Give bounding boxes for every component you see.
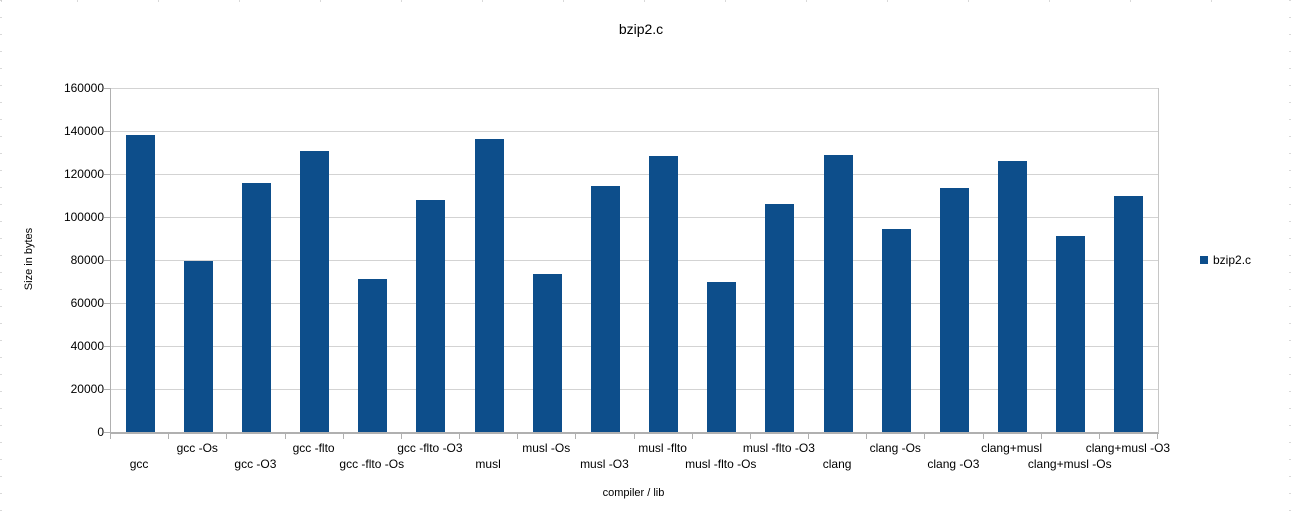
gridline	[111, 174, 1158, 175]
chart-title: bzip2.c	[618, 21, 664, 37]
y-tick-label: 100000	[63, 210, 104, 224]
x-axis-tick	[866, 434, 868, 439]
y-tick-label: 160000	[63, 81, 104, 95]
sheet-row-gridline-marks-right	[1289, 0, 1291, 521]
bar-clang+musl	[998, 161, 1028, 432]
x-axis-tick	[691, 434, 693, 439]
y-tick-label: 120000	[63, 167, 104, 181]
x-axis-tick	[633, 434, 635, 439]
y-tick-label: 60000	[70, 296, 104, 310]
bar-gcc-flto-o3	[416, 200, 446, 432]
x-tick-label: clang+musl -O3	[1085, 441, 1171, 455]
bar-gcc-flto	[300, 151, 330, 432]
y-axis-title: Size in bytes	[23, 227, 35, 291]
x-tick-label: gcc -flto	[292, 441, 335, 455]
gridline	[111, 88, 1158, 89]
x-axis-tick	[924, 434, 926, 439]
y-tick-label: 140000	[63, 124, 104, 138]
bar-musl	[474, 138, 504, 432]
y-tick-label: 0	[97, 425, 104, 439]
y-tick-label: 20000	[70, 382, 104, 396]
bar-musl-flto-o3	[765, 204, 795, 432]
bar-clang-o3	[939, 187, 969, 432]
y-axis-tick	[104, 303, 110, 304]
y-axis-tick	[104, 217, 110, 218]
x-tick-label: gcc -flto -Os	[339, 457, 405, 471]
x-axis-tick	[1040, 434, 1042, 439]
x-tick-label: musl -flto -Os	[685, 457, 757, 471]
x-axis-tick	[168, 434, 170, 439]
sheet-row-gridline-marks-left	[0, 0, 2, 521]
y-axis-tick	[104, 389, 110, 390]
x-axis-tick	[808, 434, 809, 439]
bar-musl-o3	[590, 186, 620, 432]
x-tick-label: gcc	[129, 457, 149, 471]
x-axis-tick	[982, 434, 984, 439]
x-axis-tick	[400, 434, 402, 439]
bar-clang-os	[881, 228, 911, 432]
x-axis-tick	[575, 434, 577, 439]
bar-musl-flto	[649, 155, 679, 432]
x-tick-label: clang -O3	[927, 457, 980, 471]
x-tick-label: musl -flto	[638, 441, 687, 455]
bar-gcc-flto-os	[358, 278, 388, 432]
x-tick-label: gcc -Os	[176, 441, 218, 455]
bar-gcc-os	[183, 261, 213, 432]
bar-musl-flto-os	[707, 282, 737, 432]
bar-clang+musl-o3	[1114, 195, 1144, 432]
x-axis-tick	[517, 434, 519, 439]
x-tick-label: gcc -O3	[234, 457, 277, 471]
bar-clang+musl-os	[1056, 236, 1086, 432]
x-axis-tick	[226, 434, 228, 439]
x-tick-label: musl -flto -O3	[742, 441, 815, 455]
x-tick-label: clang -Os	[869, 441, 921, 455]
gridline	[111, 389, 1158, 390]
plot-area	[110, 88, 1159, 434]
y-tick-label: 40000	[70, 339, 104, 353]
x-axis-tick	[342, 434, 344, 439]
x-axis-tick	[1157, 434, 1158, 439]
y-axis-tick	[104, 174, 110, 175]
y-tick-label: 80000	[70, 253, 104, 267]
bar-musl-os	[532, 274, 562, 432]
x-axis-tick	[110, 434, 111, 439]
sheet-column-gridline-marks	[0, 0, 1291, 2]
bar-gcc	[125, 135, 155, 432]
x-tick-label: clang	[822, 457, 852, 471]
x-axis-tick	[749, 434, 751, 439]
gridline	[111, 303, 1158, 304]
x-tick-label: musl	[475, 457, 501, 471]
y-axis-tick	[104, 260, 110, 261]
x-tick-label: clang+musl -Os	[1027, 457, 1112, 471]
x-axis-tick	[1098, 434, 1100, 439]
y-axis-tick	[104, 131, 110, 132]
gridline	[111, 260, 1158, 261]
x-axis-tick	[284, 434, 286, 439]
y-axis-tick	[104, 346, 110, 347]
x-tick-label: gcc -flto -O3	[397, 441, 463, 455]
x-tick-label: musl -Os	[522, 441, 571, 455]
legend: bzip2.c	[1200, 253, 1251, 267]
gridline	[111, 346, 1158, 347]
gridline	[111, 217, 1158, 218]
y-axis-tick	[104, 432, 110, 433]
bar-clang	[823, 154, 853, 432]
x-tick-label: clang+musl	[981, 441, 1043, 455]
legend-label: bzip2.c	[1213, 253, 1252, 267]
x-tick-label: musl -O3	[580, 457, 629, 471]
legend-swatch-icon	[1200, 256, 1208, 264]
x-axis-tick	[459, 434, 460, 439]
y-axis-tick	[104, 88, 110, 89]
gridline	[111, 131, 1158, 132]
x-axis-title: compiler / lib	[602, 487, 665, 499]
bar-gcc-o3	[241, 182, 271, 432]
